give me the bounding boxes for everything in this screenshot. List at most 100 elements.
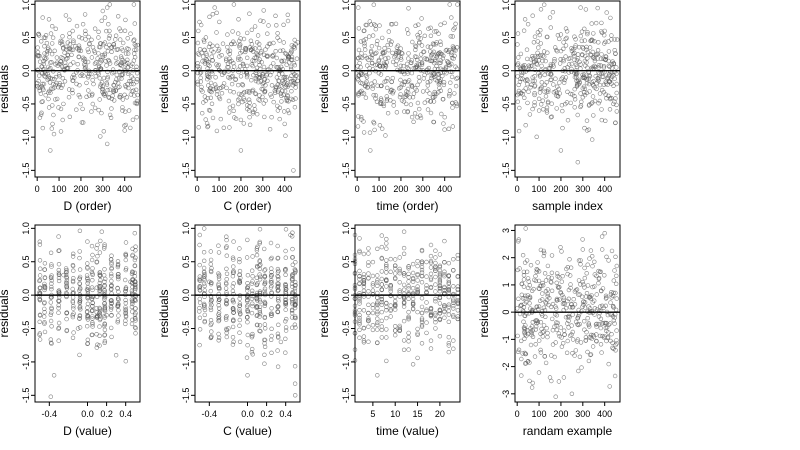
data-point: [247, 114, 252, 120]
data-point: [608, 338, 613, 344]
data-point: [419, 316, 425, 321]
y-tick-label: 2: [501, 255, 511, 260]
data-point: [384, 262, 389, 267]
data-point: [384, 327, 389, 332]
data-point: [366, 260, 371, 265]
data-point: [424, 300, 429, 305]
x-tick-label: 15: [413, 409, 423, 419]
data-point: [115, 60, 120, 65]
data-point: [605, 312, 611, 318]
data-point: [37, 278, 42, 284]
data-point: [378, 96, 384, 101]
data-point: [424, 307, 429, 312]
data-point: [523, 226, 528, 231]
data-point: [585, 49, 591, 55]
data-point: [231, 257, 236, 262]
data-point: [230, 103, 236, 109]
data-point: [236, 101, 241, 107]
data-point: [539, 309, 545, 314]
data-point: [83, 63, 88, 68]
data-point: [109, 300, 114, 305]
data-point: [588, 332, 594, 338]
data-point: [59, 85, 64, 91]
data-point: [442, 304, 447, 310]
data-point: [262, 286, 268, 291]
data-point: [415, 355, 420, 361]
data-point: [64, 274, 69, 280]
x-tick-label: 5: [370, 409, 375, 419]
data-point: [590, 344, 596, 349]
data-point: [109, 260, 114, 265]
x-axis-label: D (value): [63, 424, 112, 438]
data-point: [424, 308, 429, 314]
data-point: [521, 277, 527, 282]
data-point: [102, 305, 108, 310]
data-point: [197, 278, 202, 283]
data-point: [375, 300, 380, 305]
data-point: [607, 72, 612, 77]
data-point: [402, 79, 407, 85]
data-point: [108, 298, 114, 303]
data-point: [49, 284, 54, 290]
y-tick-label: 0.0: [181, 289, 191, 302]
data-point: [613, 290, 618, 296]
data-point: [442, 20, 447, 26]
data-point: [577, 354, 583, 359]
data-point: [42, 285, 48, 290]
data-point: [290, 276, 295, 281]
data-point: [240, 82, 246, 88]
data-point: [517, 266, 522, 271]
data-point: [245, 72, 250, 78]
data-point: [90, 322, 95, 327]
data-point: [586, 321, 591, 326]
data-point: [561, 295, 566, 300]
data-point: [56, 262, 62, 267]
data-point: [216, 291, 222, 297]
data-point: [237, 317, 243, 323]
data-point: [548, 114, 554, 120]
data-point: [592, 284, 597, 289]
data-point: [255, 52, 260, 57]
data-point: [197, 284, 203, 289]
y-tick-label: -1.0: [21, 129, 31, 145]
data-point: [424, 56, 429, 61]
data-point: [203, 117, 208, 122]
data-point: [257, 98, 262, 103]
data-point: [385, 85, 390, 91]
data-point: [545, 291, 550, 297]
data-point: [216, 331, 221, 337]
y-tick-label: -1.5: [501, 163, 511, 179]
data-point: [249, 310, 255, 316]
data-point: [437, 334, 443, 339]
data-point: [543, 94, 549, 99]
data-point: [134, 100, 139, 106]
data-point: [579, 365, 584, 370]
x-tick-label: 200: [73, 184, 88, 194]
data-point: [42, 321, 47, 326]
data-point: [209, 298, 214, 303]
data-point: [64, 278, 70, 283]
data-point: [264, 53, 269, 59]
data-point: [379, 54, 384, 60]
data-point: [428, 307, 434, 312]
data-point: [575, 112, 580, 118]
data-point: [202, 258, 207, 263]
data-point: [197, 296, 203, 302]
data-point: [359, 114, 364, 120]
data-point: [283, 133, 288, 138]
data-point: [230, 270, 236, 275]
data-point: [269, 337, 274, 342]
data-point: [406, 317, 411, 322]
data-point: [401, 271, 407, 276]
data-point: [375, 311, 380, 317]
data-point: [87, 41, 92, 46]
data-point: [401, 294, 407, 299]
data-point: [129, 321, 135, 327]
data-point: [115, 318, 121, 323]
data-point: [225, 44, 230, 50]
data-point: [393, 328, 398, 333]
data-point: [364, 79, 369, 84]
data-point: [77, 228, 83, 234]
data-point: [96, 29, 101, 34]
data-point: [553, 340, 558, 345]
